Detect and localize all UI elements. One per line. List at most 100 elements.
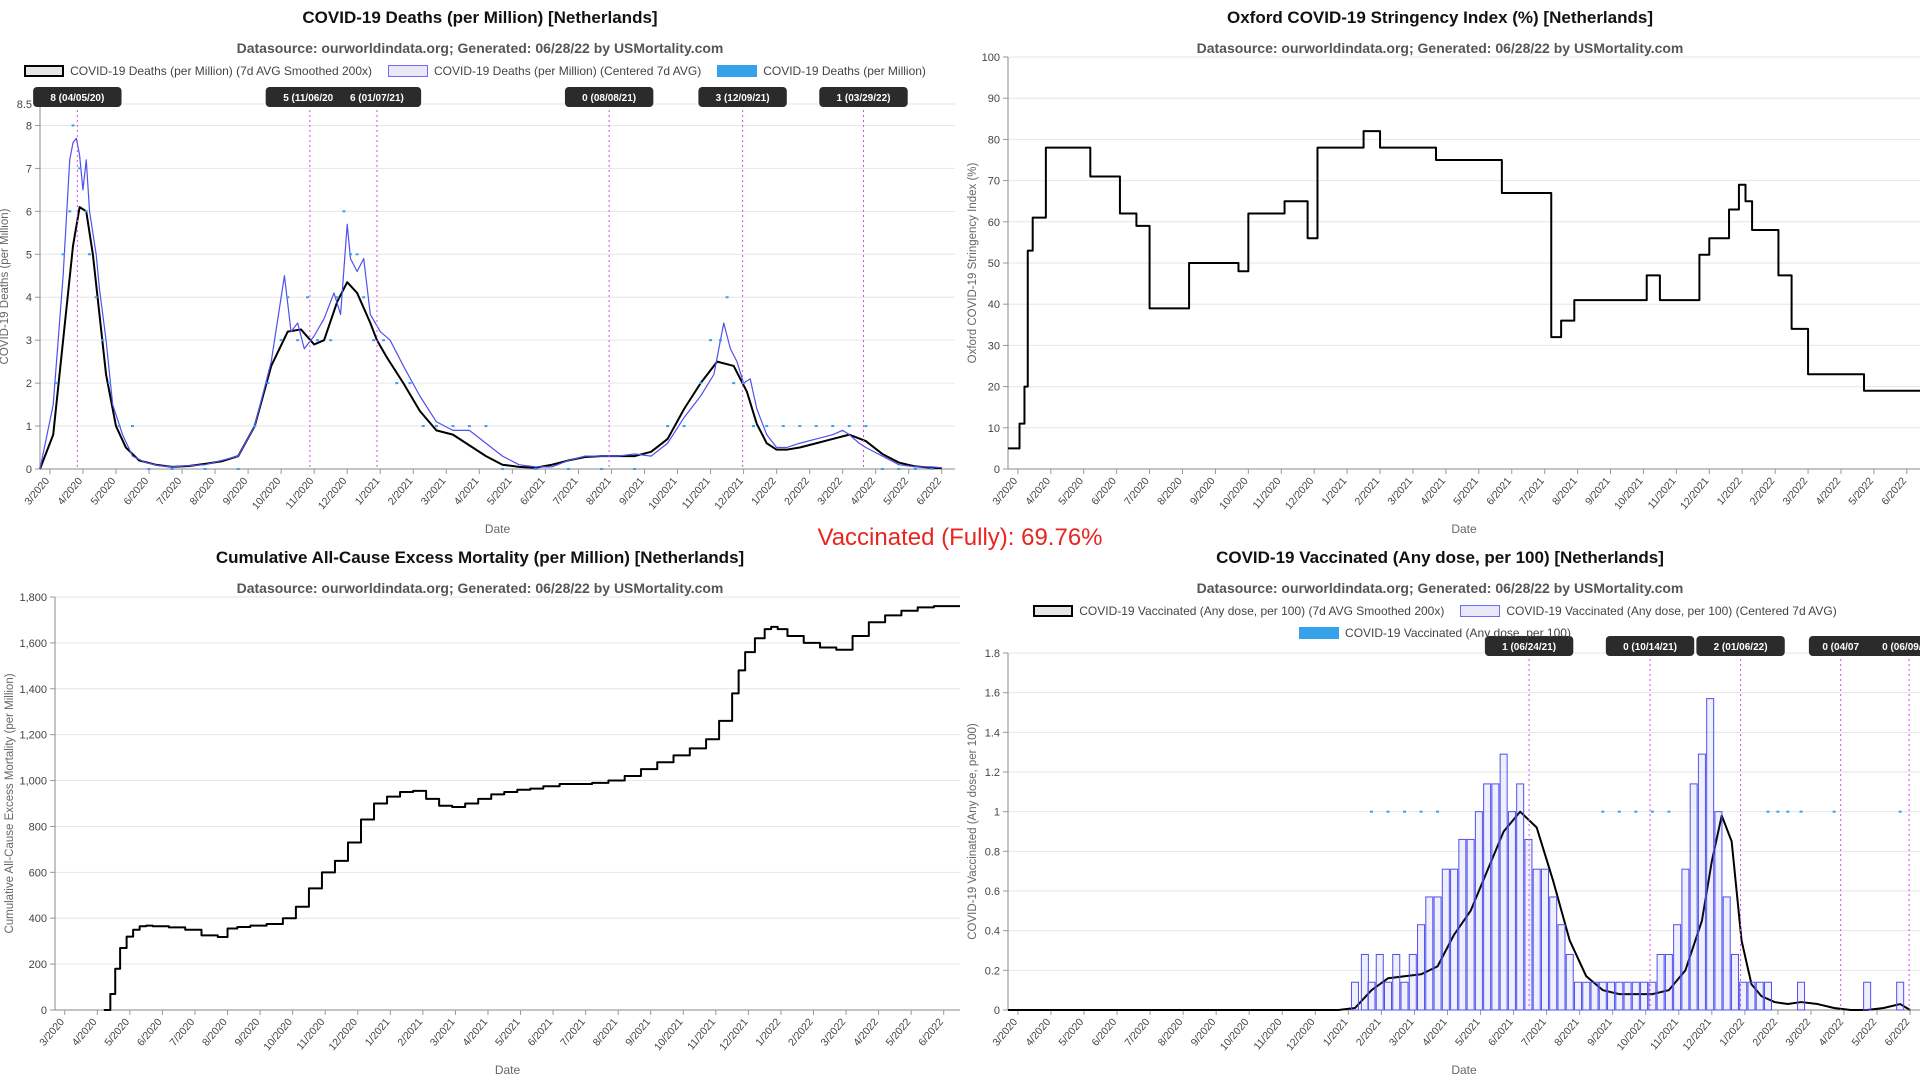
- y-tick-label: 400: [29, 913, 47, 925]
- x-tick-label: 12/2021: [1681, 1016, 1715, 1053]
- data-bar: [1764, 981, 1772, 1011]
- data-point: [500, 468, 504, 470]
- y-tick-label: 80: [988, 134, 1000, 146]
- data-bar: [1574, 981, 1582, 1011]
- legend-item-centered[interactable]: COVID-19 Vaccinated (Any dose, per 100) …: [1460, 604, 1837, 618]
- data-bar: [1797, 981, 1806, 1011]
- x-tick-label: 9/2021: [623, 1016, 653, 1048]
- data-bar: [1557, 924, 1566, 1011]
- data-point: [1786, 810, 1790, 813]
- x-tick-label: 6/2021: [1486, 1016, 1516, 1048]
- data-point: [1601, 810, 1605, 813]
- x-tick-label: 7/2021: [1517, 475, 1547, 507]
- x-tick-label: 2/2022: [1748, 475, 1778, 507]
- x-axis-title: Date: [495, 1063, 521, 1077]
- x-tick-label: 12/2020: [1284, 1016, 1318, 1053]
- data-point: [484, 425, 488, 428]
- x-tick-label: 5/2022: [884, 1016, 914, 1048]
- legend-item-daily[interactable]: COVID-19 Deaths (per Million): [717, 64, 926, 78]
- legend-swatch-smoothed: [24, 65, 65, 77]
- legend-item-smoothed[interactable]: COVID-19 Deaths (per Million) (7d AVG Sm…: [24, 64, 372, 78]
- y-tick-label: 0.4: [985, 926, 1000, 938]
- data-point: [55, 382, 59, 385]
- x-tick-label: 9/2020: [1188, 475, 1218, 507]
- x-tick-label: 4/2020: [1023, 475, 1053, 507]
- y-tick-label: 8: [26, 120, 32, 132]
- x-tick-label: 6/2022: [914, 475, 944, 507]
- data-point: [880, 468, 884, 470]
- data-bar: [1491, 783, 1500, 1011]
- data-point: [718, 339, 722, 342]
- data-point: [709, 339, 713, 342]
- data-bar: [1516, 783, 1525, 1011]
- x-tick-label: 3/2020: [990, 1016, 1020, 1048]
- data-bar: [1582, 981, 1591, 1011]
- data-point: [682, 425, 686, 428]
- x-tick-label: 5/2021: [485, 475, 515, 507]
- x-tick-label: 2/2021: [395, 1016, 425, 1048]
- data-bar: [1722, 896, 1731, 1011]
- x-tick-label: 3/2020: [22, 475, 52, 507]
- data-point: [266, 382, 270, 385]
- data-point: [1617, 810, 1621, 813]
- y-tick-label: 20: [988, 382, 1000, 394]
- legend-swatch-daily: [1299, 627, 1340, 639]
- data-point: [408, 382, 412, 385]
- data-bar: [1466, 838, 1475, 1011]
- data-bar: [1656, 953, 1665, 1011]
- data-point: [1634, 810, 1638, 813]
- data-point: [847, 425, 851, 428]
- x-axis-title: Date: [485, 522, 511, 536]
- data-bar: [1863, 981, 1872, 1011]
- data-bar: [1532, 868, 1541, 1011]
- data-point: [84, 210, 88, 213]
- x-tick-label: 12/2021: [717, 1016, 751, 1053]
- data-bar: [1350, 981, 1359, 1011]
- y-tick-label: 4: [26, 292, 32, 304]
- x-tick-label: 6/2020: [1089, 1016, 1119, 1048]
- marker-badge: [1808, 636, 1873, 656]
- x-tick-label: 5/2022: [1846, 475, 1876, 507]
- x-axis-title: Date: [1451, 1063, 1477, 1077]
- legend-label: COVID-19 Deaths (per Million) (7d AVG Sm…: [70, 64, 372, 78]
- data-point: [814, 425, 818, 428]
- x-tick-label: 4/2022: [851, 1016, 881, 1048]
- data-bar: [1697, 753, 1706, 1011]
- x-tick-label: 5/2020: [1056, 475, 1086, 507]
- deaths-chart-title: COVID-19 Deaths (per Million) [Netherlan…: [302, 8, 658, 27]
- x-tick-label: 11/2020: [283, 475, 316, 511]
- legend-item-centered[interactable]: COVID-19 Deaths (per Million) (Centered …: [387, 64, 701, 78]
- y-tick-label: 1.8: [985, 648, 1000, 660]
- x-tick-label: 2/2022: [1750, 1016, 1780, 1048]
- y-tick-label: 800: [29, 821, 47, 833]
- legend-item-smoothed[interactable]: COVID-19 Vaccinated (Any dose, per 100) …: [1033, 604, 1444, 618]
- data-point: [451, 425, 455, 428]
- x-tick-label: 8/2020: [200, 1016, 230, 1048]
- x-tick-label: 8/2020: [188, 475, 218, 507]
- data-point: [1369, 810, 1373, 813]
- legend-item-daily[interactable]: COVID-19 Vaccinated (Any dose, per 100): [1299, 626, 1571, 640]
- data-point: [88, 253, 92, 256]
- data-point: [68, 210, 72, 213]
- data-bar: [1590, 981, 1599, 1011]
- x-tick-label: 10/2020: [261, 1016, 295, 1053]
- x-tick-label: 6/2020: [1089, 475, 1119, 507]
- x-tick-label: 11/2020: [294, 1016, 327, 1052]
- excess-chart-subtitle: Datasource: ourworldindata.org; Generate…: [236, 580, 724, 596]
- data-point: [94, 296, 98, 299]
- y-tick-label: 5: [26, 249, 32, 261]
- data-bar: [1425, 896, 1434, 1011]
- data-point: [296, 339, 300, 342]
- series-line: [103, 605, 960, 1011]
- data-point: [329, 339, 333, 342]
- data-bar: [1615, 981, 1624, 1011]
- x-tick-label: 4/2021: [460, 1016, 490, 1048]
- data-point: [742, 382, 746, 385]
- data-bar: [1623, 981, 1632, 1011]
- data-bar: [1375, 953, 1384, 1011]
- data-point: [765, 425, 769, 428]
- data-point: [335, 296, 339, 299]
- data-bar: [1450, 868, 1459, 1011]
- y-axis-title: Oxford COVID-19 Stringency Index (%): [967, 162, 979, 363]
